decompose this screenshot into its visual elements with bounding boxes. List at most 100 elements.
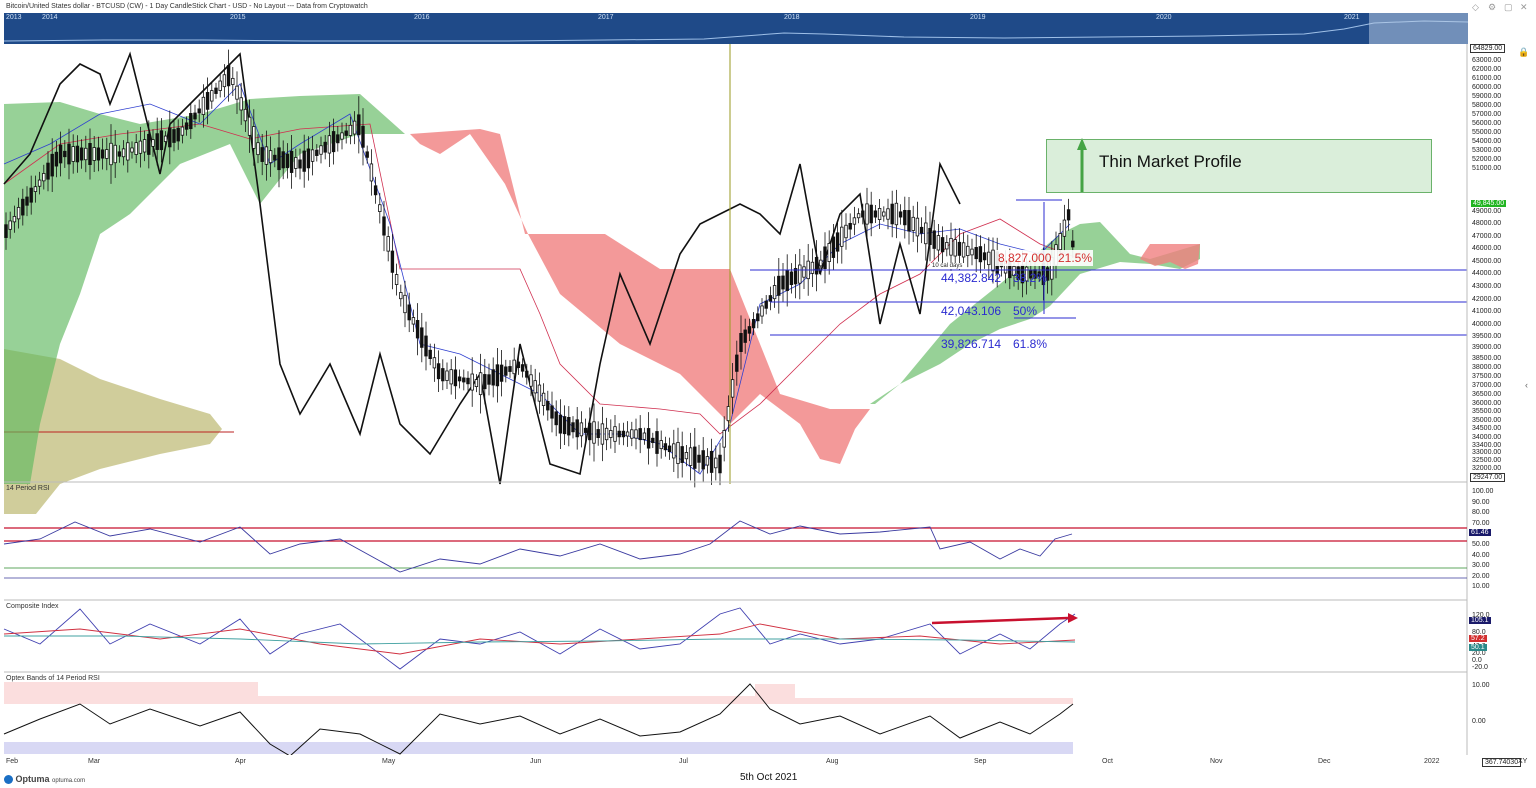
candle-body bbox=[386, 236, 390, 252]
cal-days-label: 10 cal days bbox=[930, 263, 965, 269]
price-axis[interactable]: 64829.00 49,845.00 29247.00 bbox=[1469, 44, 1536, 484]
candle-body bbox=[777, 275, 781, 296]
fib1-pct: 38.2% bbox=[1013, 271, 1048, 285]
candle-body bbox=[117, 151, 122, 157]
maximize-icon[interactable]: ▢ bbox=[1504, 2, 1513, 12]
composite-axis-label: 20.0 bbox=[1472, 650, 1486, 657]
candle-body bbox=[840, 226, 844, 247]
composite-axis-label: -20.0 bbox=[1472, 664, 1488, 671]
candle-body bbox=[516, 361, 521, 369]
candle-body bbox=[651, 437, 655, 443]
ichimoku-cloud-bear-late bbox=[1140, 244, 1200, 269]
candle-body bbox=[760, 305, 764, 317]
candle-body bbox=[428, 349, 432, 359]
rsi-panel bbox=[3, 520, 1467, 579]
candle-body bbox=[1024, 266, 1029, 282]
collapse-panel-icon[interactable]: ‹ bbox=[1525, 380, 1528, 390]
candle-body bbox=[273, 154, 277, 161]
composite-axis-label: 80.0 bbox=[1472, 629, 1486, 636]
candle-body bbox=[8, 220, 12, 230]
candle-body bbox=[823, 246, 827, 270]
diamond-icon[interactable]: ◇ bbox=[1472, 2, 1479, 12]
overview-navigator[interactable]: 2013 2014 2015 2016 2017 2018 2019 2020 … bbox=[4, 13, 1468, 44]
candle-body bbox=[264, 146, 269, 165]
candle-body bbox=[772, 285, 777, 300]
candle-body bbox=[92, 147, 96, 161]
candlesticks bbox=[4, 49, 1075, 488]
overview-selection-window[interactable] bbox=[1369, 13, 1468, 44]
candle-body bbox=[142, 139, 147, 153]
candle-body bbox=[785, 269, 789, 291]
candle-body bbox=[411, 317, 416, 325]
settings-icon[interactable]: ⚙ bbox=[1488, 2, 1497, 12]
time-axis[interactable]: Feb Mar Apr May Jun Jul Aug Sep Oct Nov … bbox=[0, 755, 1536, 788]
candle-body bbox=[357, 114, 361, 136]
close-icon[interactable]: ✕ bbox=[1520, 2, 1528, 12]
candle-body bbox=[474, 379, 479, 388]
candle-body bbox=[743, 329, 747, 343]
candle-body bbox=[525, 370, 529, 378]
candle-body bbox=[1045, 267, 1050, 281]
rsi-panel-title: 14 Period RSI bbox=[6, 485, 50, 492]
candle-body bbox=[281, 151, 285, 169]
green-arrow-icon bbox=[1077, 138, 1087, 150]
candle-body bbox=[373, 185, 378, 196]
candle-body bbox=[42, 173, 46, 182]
candle-body bbox=[1037, 271, 1041, 277]
price-axis-label: 59000.00 bbox=[1472, 93, 1502, 100]
brand-name: Optuma bbox=[15, 774, 50, 784]
price-axis-label: 38000.00 bbox=[1472, 364, 1502, 371]
composite-value-3: 50.1 bbox=[1469, 644, 1487, 651]
candle-body bbox=[735, 354, 739, 372]
composite-axis-label: 120.0 bbox=[1472, 612, 1490, 619]
candle-body bbox=[134, 142, 138, 155]
price-axis-label: 37500.00 bbox=[1472, 373, 1502, 380]
price-axis-label: 37000.00 bbox=[1472, 382, 1502, 389]
candle-body bbox=[361, 125, 365, 148]
price-axis-label: 51000.00 bbox=[1472, 165, 1502, 172]
candle-body bbox=[579, 422, 584, 437]
candle-body bbox=[558, 414, 563, 434]
fib2-price: 42,043.106 bbox=[941, 304, 1002, 318]
rsi-value-tag: 61.46 bbox=[1469, 529, 1491, 536]
candle-body bbox=[483, 374, 487, 390]
price-axis-label: 48000.00 bbox=[1472, 220, 1502, 227]
overview-year: 2020 bbox=[1156, 14, 1172, 21]
rsi-axis-label: 20.00 bbox=[1472, 572, 1490, 580]
candle-body bbox=[390, 250, 395, 273]
chart-canvas[interactable] bbox=[0, 44, 1536, 755]
ichimoku-cloud-bull-early bbox=[4, 94, 405, 484]
price-axis-label: 63000.00 bbox=[1472, 57, 1502, 64]
candle-body bbox=[798, 264, 802, 284]
candle-body bbox=[369, 163, 374, 182]
candle-body bbox=[936, 235, 941, 251]
candle-body bbox=[1062, 219, 1067, 237]
candle-body bbox=[982, 252, 987, 261]
candle-body bbox=[378, 204, 382, 212]
candle-body bbox=[201, 96, 206, 115]
price-axis-label: 62000.00 bbox=[1472, 66, 1502, 73]
candle-body bbox=[189, 113, 193, 130]
price-axis-label: 34500.00 bbox=[1472, 425, 1502, 432]
candle-body bbox=[861, 210, 865, 218]
candle-body bbox=[79, 147, 84, 161]
overview-year: 2013 bbox=[6, 14, 22, 21]
candle-body bbox=[1058, 233, 1062, 251]
price-axis-label: 58000.00 bbox=[1472, 102, 1502, 109]
candle-body bbox=[319, 145, 323, 155]
candle-body bbox=[575, 419, 579, 438]
candle-body bbox=[277, 147, 281, 171]
candle-body bbox=[852, 217, 857, 225]
candle-body bbox=[604, 427, 609, 441]
candle-body bbox=[155, 133, 159, 150]
candle-body bbox=[844, 224, 848, 239]
xy-toggle[interactable]: XY bbox=[1518, 758, 1528, 765]
month-label: Jun bbox=[530, 758, 542, 765]
overview-year: 2018 bbox=[784, 14, 800, 21]
candle-body bbox=[915, 217, 920, 237]
candle-body bbox=[403, 294, 407, 314]
composite-value-2: 57.2 bbox=[1469, 635, 1487, 642]
candle-body bbox=[4, 224, 8, 238]
candle-body bbox=[533, 380, 537, 394]
lock-icon[interactable]: 🔒 bbox=[1518, 47, 1530, 57]
